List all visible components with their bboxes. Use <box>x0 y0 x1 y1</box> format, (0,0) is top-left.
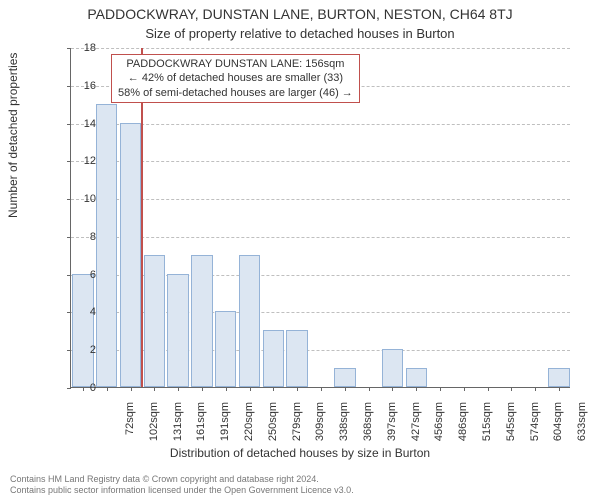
x-tick-label: 545sqm <box>505 402 517 452</box>
x-tick-mark <box>273 387 274 391</box>
x-tick-label: 368sqm <box>362 402 374 452</box>
y-tick-label: 2 <box>66 344 96 356</box>
x-tick-mark <box>559 387 560 391</box>
y-tick-label: 12 <box>66 155 96 167</box>
chart-container: PADDOCKWRAY, DUNSTAN LANE, BURTON, NESTO… <box>0 0 600 500</box>
x-tick-mark <box>131 387 132 391</box>
title-sub: Size of property relative to detached ho… <box>0 26 600 41</box>
x-tick-mark <box>107 387 108 391</box>
bar <box>263 330 284 387</box>
bar <box>215 311 236 387</box>
bar <box>334 368 355 387</box>
x-tick-label: 161sqm <box>195 402 207 452</box>
x-tick-label: 220sqm <box>243 402 255 452</box>
x-tick-label: 397sqm <box>386 402 398 452</box>
x-tick-mark <box>178 387 179 391</box>
x-tick-label: 456sqm <box>433 402 445 452</box>
y-tick-label: 4 <box>66 306 96 318</box>
bar <box>120 123 141 387</box>
y-tick-label: 14 <box>66 118 96 130</box>
x-tick-mark <box>250 387 251 391</box>
footer-line: Contains public sector information licen… <box>10 485 354 496</box>
annotation-line: ← 42% of detached houses are smaller (33… <box>118 71 353 85</box>
gridline <box>71 48 570 49</box>
bar <box>191 255 212 387</box>
x-tick-mark <box>535 387 536 391</box>
x-tick-mark <box>488 387 489 391</box>
x-tick-mark <box>511 387 512 391</box>
annotation-line: 58% of semi-detached houses are larger (… <box>118 86 353 100</box>
gridline <box>71 124 570 125</box>
title-main: PADDOCKWRAY, DUNSTAN LANE, BURTON, NESTO… <box>0 6 600 22</box>
x-tick-mark <box>154 387 155 391</box>
x-tick-label: 486sqm <box>457 402 469 452</box>
x-tick-mark <box>392 387 393 391</box>
x-tick-mark <box>369 387 370 391</box>
gridline <box>71 161 570 162</box>
footer-line: Contains HM Land Registry data © Crown c… <box>10 474 354 485</box>
attribution-footer: Contains HM Land Registry data © Crown c… <box>10 474 354 496</box>
x-tick-label: 515sqm <box>481 402 493 452</box>
x-tick-mark <box>297 387 298 391</box>
bar <box>167 274 188 387</box>
x-tick-label: 72sqm <box>124 402 136 452</box>
bar <box>286 330 307 387</box>
y-tick-label: 16 <box>66 80 96 92</box>
bar <box>382 349 403 387</box>
x-tick-label: 427sqm <box>410 402 422 452</box>
x-tick-label: 633sqm <box>576 402 588 452</box>
bar <box>96 104 117 387</box>
y-tick-label: 10 <box>66 193 96 205</box>
plot-area: PADDOCKWRAY DUNSTAN LANE: 156sqm ← 42% o… <box>70 48 570 388</box>
x-tick-label: 102sqm <box>148 402 160 452</box>
x-tick-label: 131sqm <box>172 402 184 452</box>
x-tick-mark <box>464 387 465 391</box>
annotation-line: PADDOCKWRAY DUNSTAN LANE: 156sqm <box>118 57 353 71</box>
bar <box>406 368 427 387</box>
gridline <box>71 199 570 200</box>
x-tick-label: 250sqm <box>267 402 279 452</box>
x-tick-mark <box>345 387 346 391</box>
bar <box>548 368 569 387</box>
bar <box>72 274 93 387</box>
bar <box>144 255 165 387</box>
gridline <box>71 237 570 238</box>
annotation-box: PADDOCKWRAY DUNSTAN LANE: 156sqm ← 42% o… <box>111 54 360 103</box>
x-tick-mark <box>321 387 322 391</box>
y-tick-label: 6 <box>66 269 96 281</box>
x-tick-mark <box>440 387 441 391</box>
x-tick-label: 338sqm <box>338 402 350 452</box>
y-tick-label: 8 <box>66 231 96 243</box>
x-tick-mark <box>226 387 227 391</box>
x-tick-label: 279sqm <box>291 402 303 452</box>
x-tick-label: 309sqm <box>314 402 326 452</box>
x-tick-mark <box>202 387 203 391</box>
x-tick-label: 604sqm <box>552 402 564 452</box>
x-tick-mark <box>416 387 417 391</box>
x-tick-label: 574sqm <box>529 402 541 452</box>
y-tick-label: 18 <box>66 42 96 54</box>
y-axis-label: Number of detached properties <box>6 53 20 218</box>
x-tick-label: 191sqm <box>219 402 231 452</box>
y-tick-label: 0 <box>66 382 96 394</box>
bar <box>239 255 260 387</box>
